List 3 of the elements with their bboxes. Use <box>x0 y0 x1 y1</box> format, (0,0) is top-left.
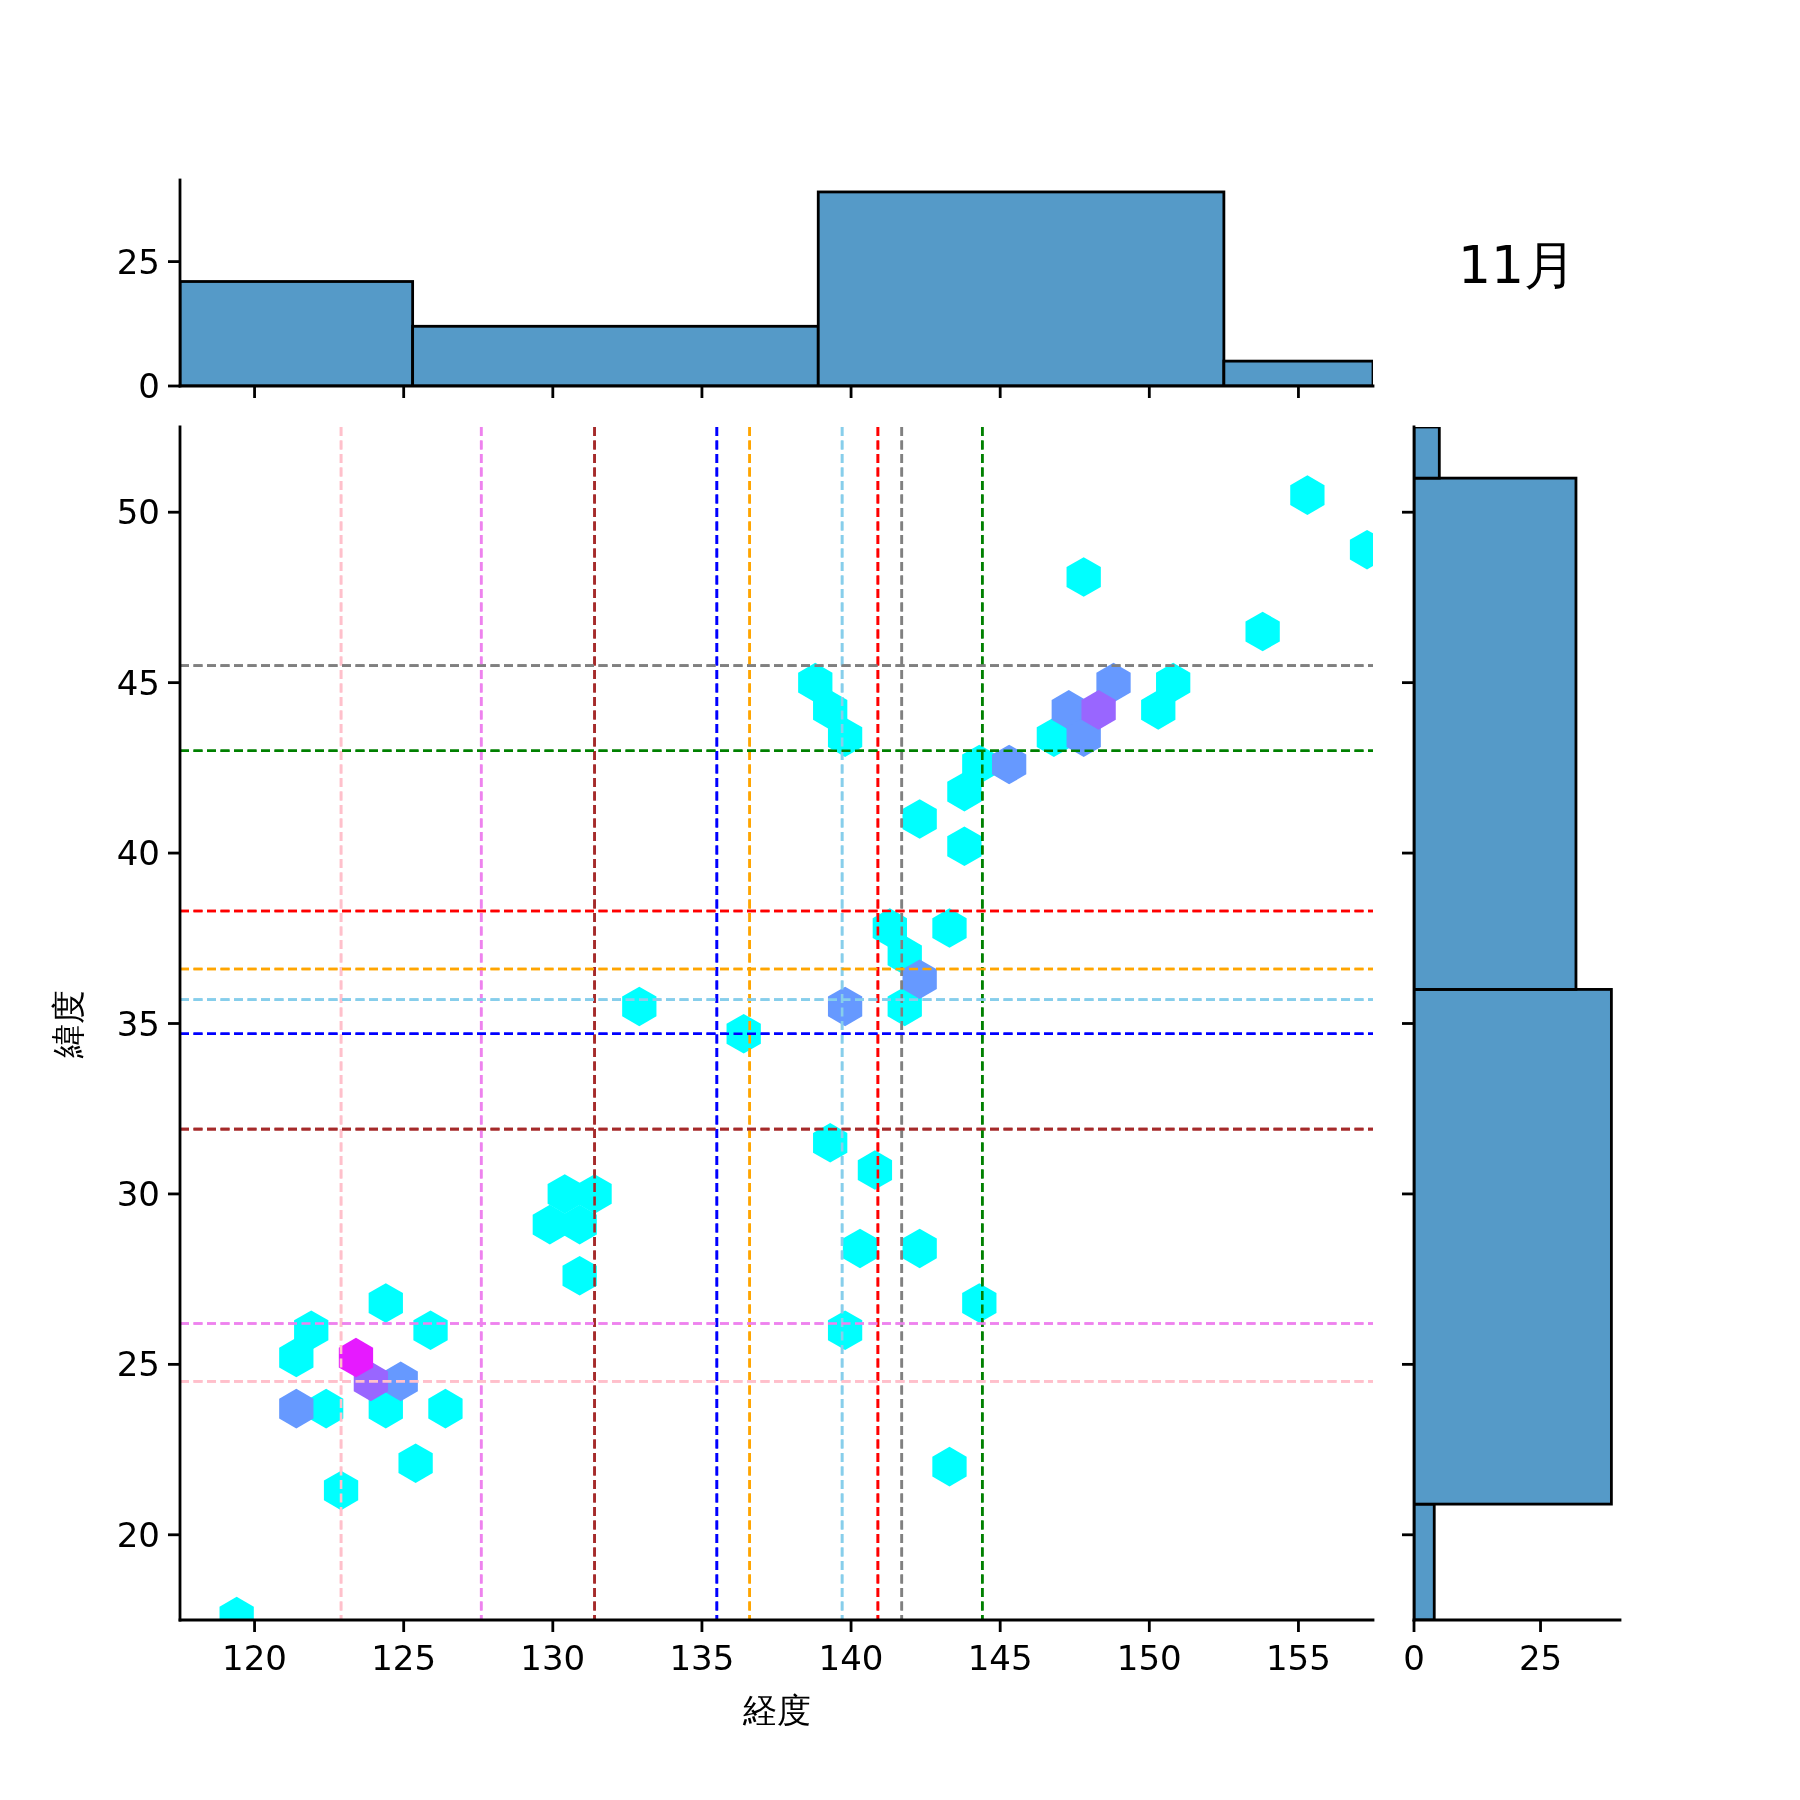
xlabel: 経度 <box>742 1690 811 1730</box>
ylabel: 緯度 <box>48 989 88 1058</box>
title: 11月 <box>1457 235 1577 295</box>
